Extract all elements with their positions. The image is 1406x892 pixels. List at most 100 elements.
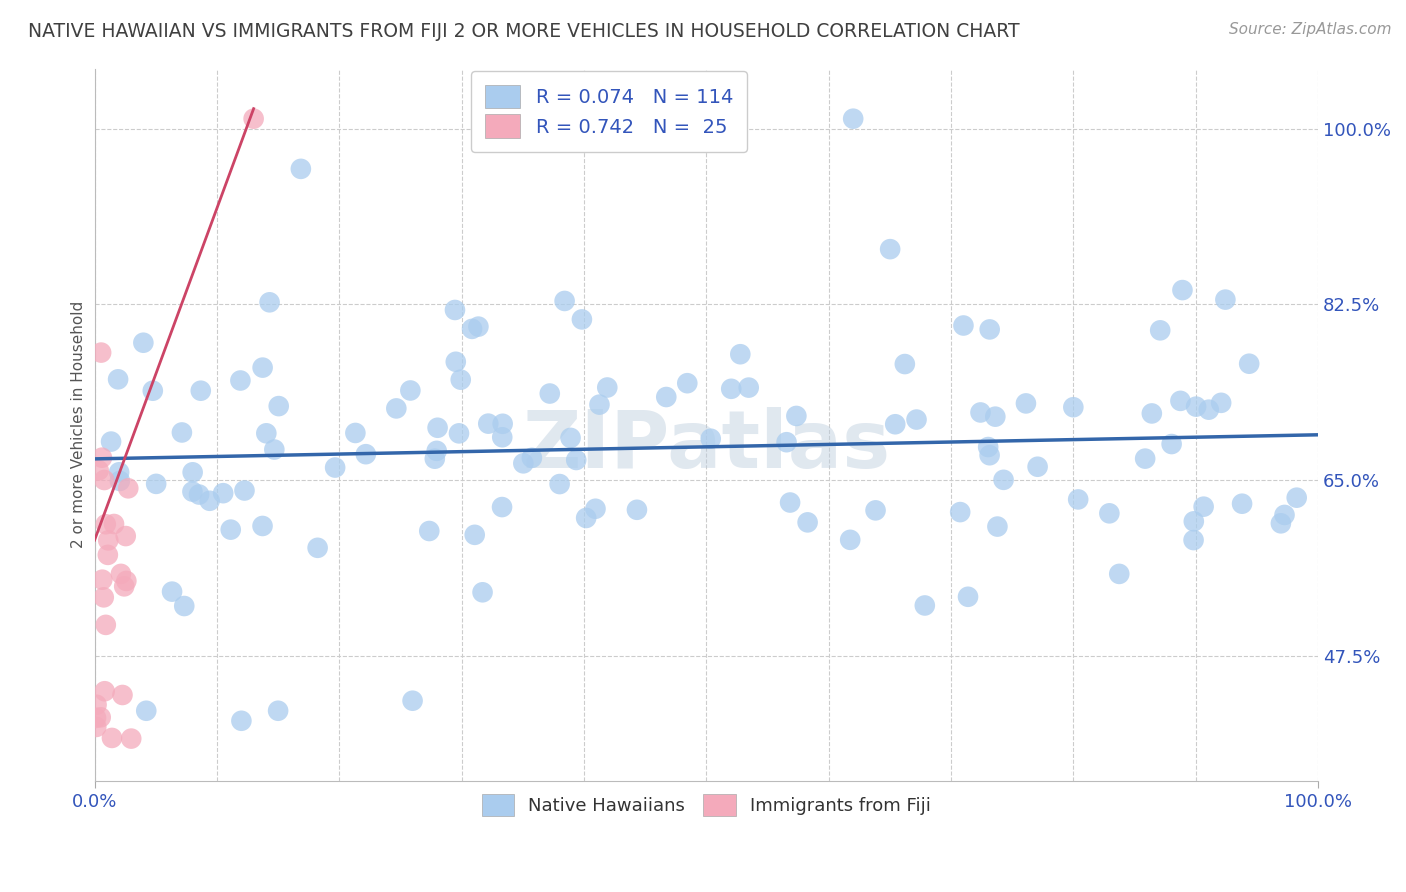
Point [399,384,422,398]
Point [775,435,797,450]
Point [560,431,582,445]
Point [565,453,588,467]
Point [90,710,112,724]
Point [491,430,513,444]
Point [86,698,108,712]
Point [914,599,936,613]
Point [984,409,1007,424]
Point [181,465,204,479]
Point [100,434,122,449]
Point [585,501,607,516]
Point [993,473,1015,487]
Point [142,384,165,398]
Point [1285,491,1308,505]
Point [894,357,917,371]
Point [173,599,195,613]
Point [467,319,489,334]
Point [135,704,157,718]
Point [107,372,129,386]
Point [252,360,274,375]
Point [198,493,221,508]
Point [423,451,446,466]
Point [905,412,928,426]
Point [538,386,561,401]
Point [263,442,285,457]
Point [120,731,142,746]
Point [444,302,467,317]
Point [492,417,515,431]
Point [1140,406,1163,420]
Point [977,440,1000,454]
Point [94,618,117,632]
Point [720,382,742,396]
Point [477,417,499,431]
Point [93,473,115,487]
Point [1160,437,1182,451]
Point [779,495,801,509]
Point [94,517,117,532]
Point [1015,396,1038,410]
Point [426,421,449,435]
Point [1274,508,1296,522]
Point [252,519,274,533]
Point [170,425,193,440]
Point [979,322,1001,336]
Point [952,318,974,333]
Point [1149,323,1171,337]
Point [1026,459,1049,474]
Point [447,426,470,441]
Point [418,524,440,538]
Point [103,516,125,531]
Point [354,447,377,461]
Point [117,481,139,495]
Point [571,312,593,326]
Point [626,503,648,517]
Point [471,585,494,599]
Point [190,384,212,398]
Point [676,376,699,391]
Text: ZIPatlas: ZIPatlas [522,407,890,485]
Point [464,528,486,542]
Point [344,425,367,440]
Point [101,731,124,745]
Point [865,503,887,517]
Point [233,483,256,498]
Point [401,694,423,708]
Point [730,347,752,361]
Point [160,584,183,599]
Point [1171,283,1194,297]
Point [1062,401,1084,415]
Point [114,529,136,543]
Point [115,574,138,588]
Point [242,112,264,126]
Point [426,443,449,458]
Point [554,293,576,308]
Point [956,590,979,604]
Point [212,486,235,500]
Point [520,450,543,465]
Point [181,484,204,499]
Point [461,322,484,336]
Point [110,566,132,581]
Point [108,465,131,479]
Point [699,432,721,446]
Point [986,519,1008,533]
Point [979,448,1001,462]
Point [548,477,571,491]
Point [188,487,211,501]
Point [108,474,131,488]
Point [1211,396,1233,410]
Point [1192,500,1215,514]
Point [655,390,678,404]
Point [1270,516,1292,531]
Point [1067,492,1090,507]
Point [132,335,155,350]
Point [1133,451,1156,466]
Text: NATIVE HAWAIIAN VS IMMIGRANTS FROM FIJI 2 OR MORE VEHICLES IN HOUSEHOLD CORRELAT: NATIVE HAWAIIAN VS IMMIGRANTS FROM FIJI … [28,22,1019,41]
Point [111,688,134,702]
Point [512,456,534,470]
Point [254,426,277,441]
Point [323,460,346,475]
Point [385,401,408,416]
Point [229,374,252,388]
